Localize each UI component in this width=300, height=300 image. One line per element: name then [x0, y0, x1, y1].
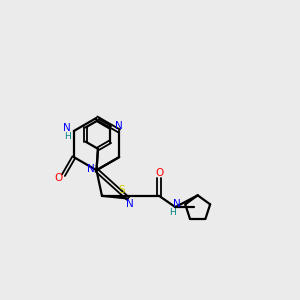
- Text: N: N: [126, 200, 133, 209]
- Text: H: H: [64, 132, 71, 141]
- Text: O: O: [54, 173, 62, 183]
- Text: H: H: [169, 208, 176, 217]
- Text: N: N: [62, 123, 70, 133]
- Text: N: N: [173, 199, 181, 208]
- Text: N: N: [115, 121, 123, 131]
- Text: S: S: [119, 185, 125, 195]
- Text: N: N: [87, 164, 94, 174]
- Text: O: O: [155, 168, 164, 178]
